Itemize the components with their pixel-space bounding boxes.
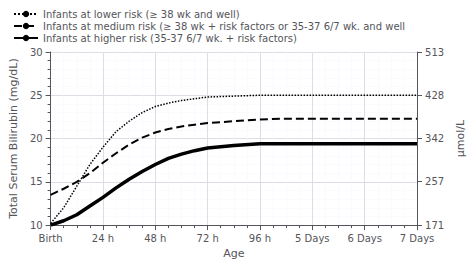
svg-text:15: 15 [30,176,43,187]
svg-text:Infants at higher risk (35-37: Infants at higher risk (35-37 6/7 wk. + … [43,33,297,44]
svg-text:48 h: 48 h [144,233,166,244]
svg-text:10: 10 [30,220,43,231]
svg-text:428: 428 [425,90,444,101]
svg-text:Total Serum Bilirubin (mg/dL): Total Serum Bilirubin (mg/dL) [7,58,20,219]
svg-text:20: 20 [30,133,43,144]
svg-text:257: 257 [425,176,444,187]
svg-text:Age: Age [223,247,245,260]
svg-text:6 Days: 6 Days [347,233,382,244]
svg-text:7 Days: 7 Days [400,233,435,244]
svg-text:Infants at medium risk (≥ 38 w: Infants at medium risk (≥ 38 wk + risk f… [43,21,405,32]
svg-text:μmol/L: μmol/L [454,119,467,157]
svg-text:Infants at lower risk (≥ 38 wk: Infants at lower risk (≥ 38 wk and well) [43,9,240,20]
svg-text:24 h: 24 h [92,233,114,244]
svg-text:30: 30 [30,47,43,58]
svg-text:342: 342 [425,133,444,144]
svg-text:5 Days: 5 Days [295,233,330,244]
svg-text:Birth: Birth [39,233,63,244]
svg-text:72 h: 72 h [197,233,219,244]
svg-text:25: 25 [30,90,43,101]
svg-text:513: 513 [425,47,444,58]
svg-text:96 h: 96 h [249,233,271,244]
svg-text:171: 171 [425,220,444,231]
